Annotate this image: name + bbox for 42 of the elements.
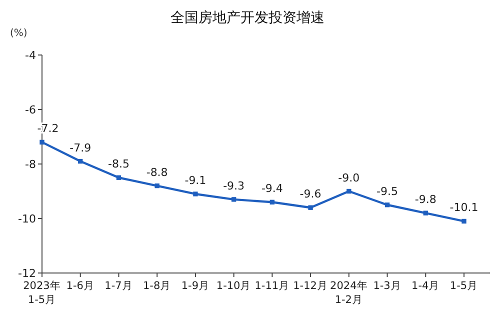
- point: [231, 197, 236, 202]
- point: [193, 192, 198, 196]
- x-tick-label: 2023年 1-5月: [23, 280, 61, 306]
- point: [384, 202, 390, 208]
- data-label: -7.9: [70, 141, 92, 154]
- point: [423, 210, 428, 216]
- point: [40, 140, 44, 145]
- x-tick-label: 1-6月: [66, 280, 94, 292]
- data-label: -9.3: [223, 179, 245, 192]
- point: [270, 200, 275, 204]
- point: [346, 188, 352, 194]
- data-label: -9.5: [376, 184, 398, 198]
- data-label: -8.8: [146, 166, 168, 179]
- data-label: -9.1: [184, 174, 206, 187]
- y-tick-label: -8: [25, 158, 36, 171]
- x-tick-label: 1-7月: [104, 280, 133, 292]
- x-tick-label: 1-5月: [450, 280, 478, 292]
- y-tick-label: -12: [18, 267, 36, 280]
- x-tick-label: 1-10月: [216, 280, 252, 292]
- point: [154, 183, 160, 188]
- point: [116, 175, 122, 180]
- x-tick-label: 2024年 1-2月: [330, 280, 368, 306]
- chart-title: 全国房地产开发投资增速: [170, 10, 324, 26]
- data-label: -9.6: [300, 188, 322, 201]
- data-label: -9.0: [338, 171, 360, 184]
- x-tick-label: 1-9月: [181, 280, 210, 292]
- point: [462, 218, 466, 224]
- point: [308, 205, 313, 210]
- x-tick-label: 1-12月: [293, 280, 328, 292]
- x-tick-label: 1-11月: [254, 280, 290, 292]
- data-label: -9.8: [414, 193, 436, 206]
- x-tick-label: 1-3月: [373, 280, 402, 292]
- data-label: -10.1: [450, 201, 478, 214]
- y-tick-label: -10: [18, 212, 36, 226]
- data-label: -9.4: [261, 182, 283, 196]
- y-tick-label: -6: [25, 104, 36, 116]
- y-axis-title: (%): [10, 28, 28, 39]
- x-tick-label: 1-4月: [412, 280, 440, 292]
- data-label: -8.5: [108, 158, 130, 171]
- x-tick-label: 1-8月: [143, 280, 172, 292]
- point: [78, 158, 83, 164]
- y-tick-label: -4: [25, 49, 36, 62]
